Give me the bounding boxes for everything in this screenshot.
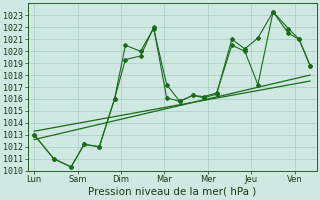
X-axis label: Pression niveau de la mer( hPa ): Pression niveau de la mer( hPa ) [88,187,256,197]
